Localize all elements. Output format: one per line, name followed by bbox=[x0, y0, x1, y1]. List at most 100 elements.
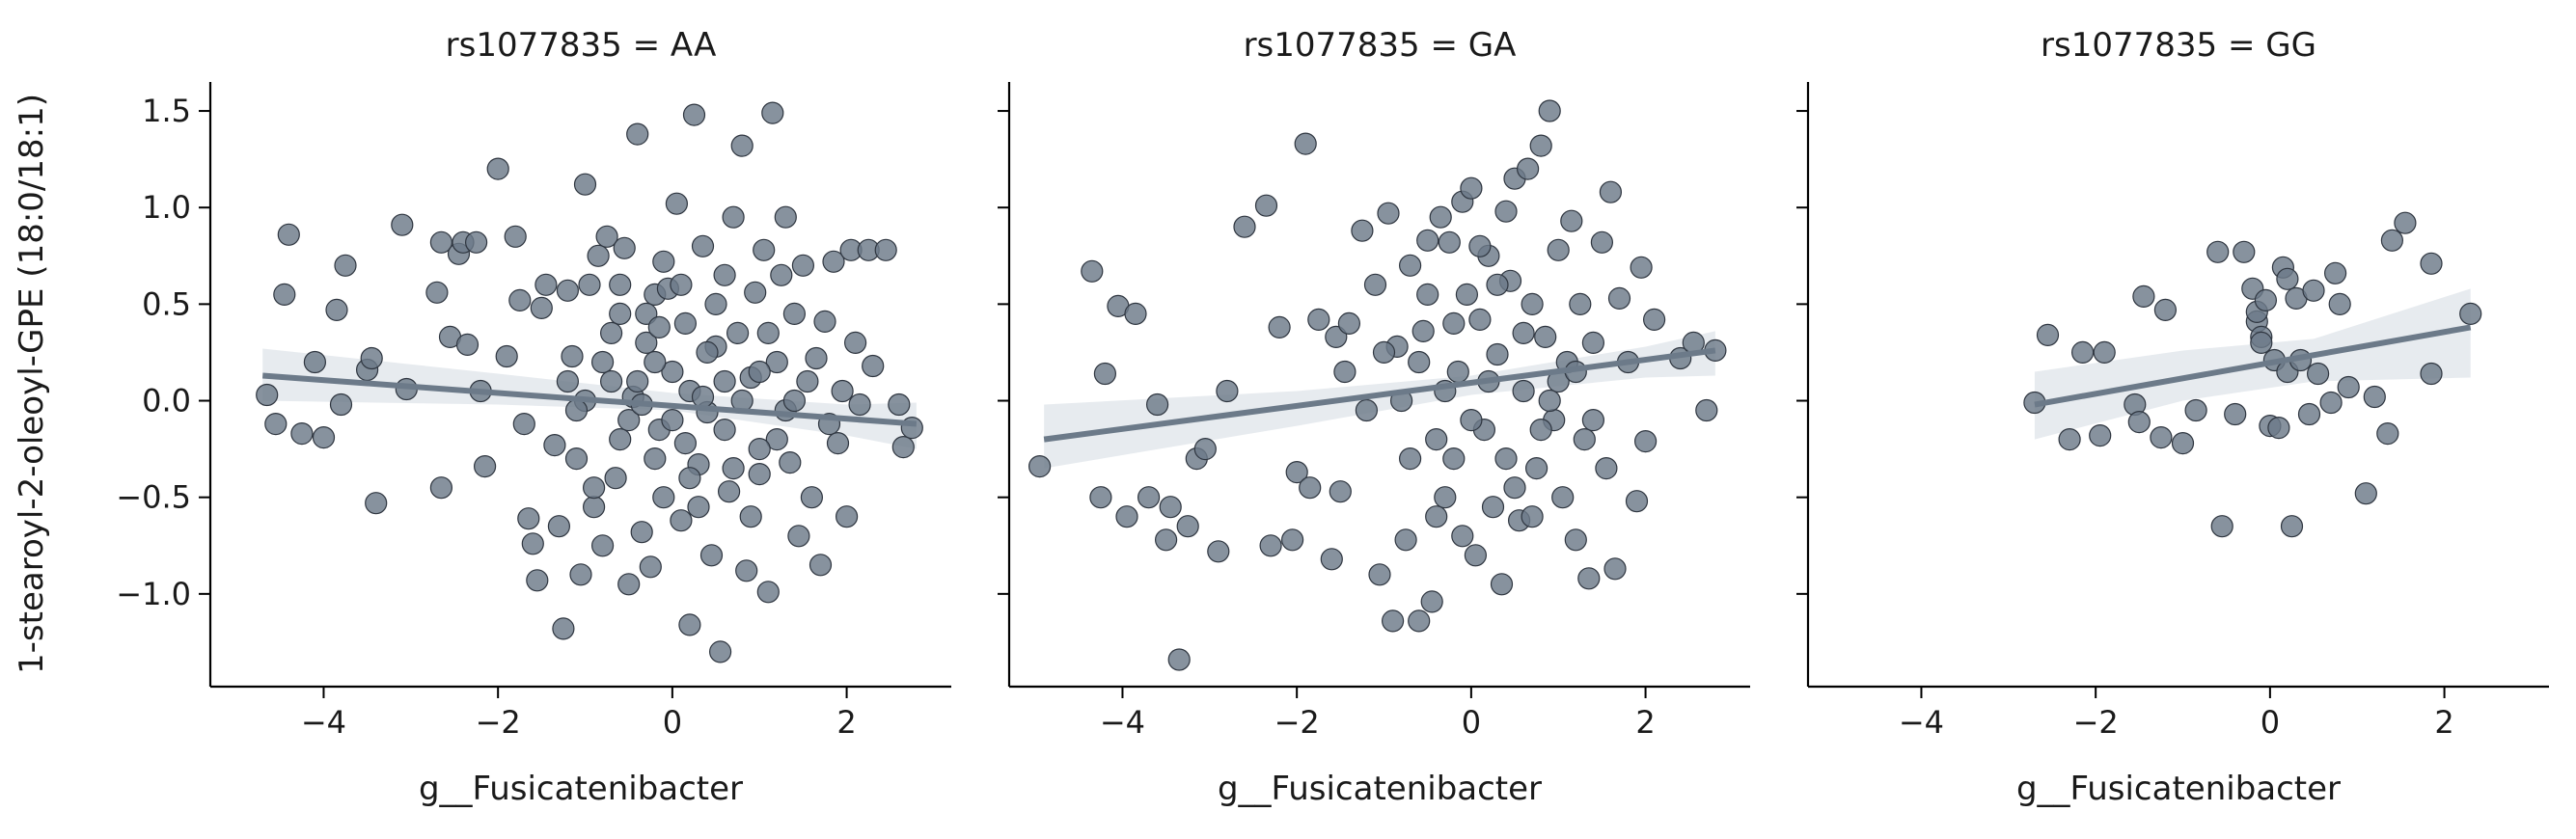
scatter-point bbox=[822, 250, 845, 273]
scatter-point bbox=[1516, 157, 1540, 180]
scatter-point bbox=[678, 467, 701, 490]
facet-panel-1: rs1077835 = AA −4 −2 0 2 −1.0 −0.5 0.0 0.5 1.0 1.5… bbox=[116, 26, 951, 808]
scatter-point bbox=[748, 360, 771, 384]
scatter-point bbox=[708, 640, 732, 663]
scatter-point bbox=[722, 457, 745, 480]
scatter-point bbox=[722, 205, 745, 229]
scatter-point bbox=[455, 333, 480, 356]
scatter-point bbox=[805, 346, 828, 370]
scatter-point bbox=[1216, 379, 1239, 403]
scatter-point bbox=[673, 311, 698, 335]
scatter-point bbox=[465, 230, 488, 254]
scatter-point bbox=[2153, 298, 2177, 321]
scatter-point bbox=[1398, 447, 1422, 471]
panel-title: rs1077835 = AA bbox=[446, 26, 717, 65]
scatter-point bbox=[630, 521, 653, 544]
scatter-point bbox=[1577, 567, 1601, 590]
y-axis-label-group: 1-stearoyl-2-oleoyl-GPE (18:0/18:1) bbox=[13, 94, 51, 674]
scatter-point bbox=[329, 392, 353, 417]
scatter-point bbox=[739, 505, 762, 528]
scatter-point bbox=[761, 101, 784, 124]
scatter-point bbox=[1320, 548, 1343, 571]
scatter-point bbox=[2036, 323, 2060, 346]
scatter-point bbox=[1569, 292, 1592, 315]
scatter-point bbox=[748, 438, 771, 461]
scatter-point bbox=[813, 310, 836, 333]
scatter-point bbox=[2354, 482, 2377, 505]
scatter-point bbox=[595, 225, 618, 248]
y-tick-label: 1.0 bbox=[142, 189, 191, 226]
scatter-point bbox=[303, 350, 326, 374]
scatter-point bbox=[874, 238, 897, 261]
y-tick-label: 1.5 bbox=[142, 93, 191, 129]
scatter-point bbox=[1524, 457, 1548, 480]
scatter-point bbox=[1372, 340, 1396, 364]
scatter-point bbox=[1408, 350, 1431, 374]
scatter-point bbox=[1607, 286, 1631, 310]
confidence-band bbox=[1044, 331, 1715, 469]
scatter-point bbox=[1254, 194, 1278, 217]
scatter-point bbox=[1333, 360, 1357, 384]
scatter-point bbox=[1285, 461, 1308, 484]
scatter-point bbox=[1642, 308, 1666, 331]
scatter-point bbox=[1573, 428, 1596, 451]
scatter-point bbox=[1159, 496, 1182, 519]
scatter-point bbox=[590, 350, 615, 374]
scatter-point bbox=[1512, 321, 1535, 344]
scatter-point bbox=[730, 134, 754, 157]
facet-panel-3: rs1077835 = GG −4 −2 0 2 g__Fusicatenibacter bbox=[1796, 26, 2549, 808]
scatter-point bbox=[1280, 528, 1304, 552]
scatter-point bbox=[735, 559, 758, 582]
scatter-point bbox=[1442, 447, 1466, 471]
scatter-point bbox=[277, 223, 300, 246]
x-axis-label: g__Fusicatenibacter bbox=[1218, 770, 1542, 808]
scatter-point bbox=[264, 413, 288, 436]
scatter-point bbox=[2280, 515, 2304, 538]
scatter-points bbox=[256, 101, 923, 663]
scatter-point bbox=[652, 250, 675, 273]
scatter-point bbox=[534, 273, 558, 296]
scatter-point bbox=[704, 292, 727, 315]
scatter-point bbox=[1442, 311, 1466, 335]
scatter-point bbox=[787, 525, 810, 548]
scatter-point bbox=[1564, 528, 1587, 552]
x-tick-label: −4 bbox=[301, 704, 346, 741]
scatter-point bbox=[691, 234, 715, 257]
scatter-point bbox=[556, 279, 580, 302]
scatter-point bbox=[831, 379, 854, 403]
scatter-point bbox=[1408, 609, 1431, 633]
scatter-point bbox=[678, 613, 701, 636]
scatter-point bbox=[1503, 476, 1526, 500]
scatter-point bbox=[1438, 230, 1461, 254]
scatter-point bbox=[2302, 279, 2325, 302]
scatter-point bbox=[1464, 544, 1488, 567]
scatter-point bbox=[782, 389, 807, 413]
scatter-point bbox=[1381, 609, 1405, 633]
scatter-point bbox=[1590, 230, 1614, 254]
y-tick-label: −1.0 bbox=[116, 576, 191, 612]
scatter-point bbox=[756, 581, 780, 604]
y-tick-label: 0.0 bbox=[142, 383, 191, 420]
scatter-point bbox=[1089, 486, 1112, 509]
scatter-point bbox=[800, 486, 824, 509]
scatter-point bbox=[2224, 402, 2247, 426]
scatter-point bbox=[1434, 486, 1457, 509]
scatter-point bbox=[1268, 315, 1291, 338]
scatter-point bbox=[626, 369, 649, 393]
scatter-point bbox=[609, 302, 632, 325]
scatter-point bbox=[1446, 360, 1469, 384]
scatter-point bbox=[1193, 438, 1217, 461]
scatter-point bbox=[1398, 254, 1422, 277]
scatter-point bbox=[2307, 362, 2330, 386]
scatter-point bbox=[862, 354, 885, 378]
scatter-point bbox=[2058, 428, 2081, 451]
scatter-point bbox=[561, 344, 584, 368]
scatter-point bbox=[782, 302, 807, 325]
scatter-point bbox=[1377, 202, 1400, 225]
scatter-point bbox=[2394, 211, 2417, 234]
scatter-point bbox=[1294, 132, 1317, 155]
x-tick-label: −2 bbox=[2073, 704, 2119, 741]
scatter-point bbox=[504, 225, 527, 248]
scatter-point bbox=[826, 432, 850, 455]
scatter-point bbox=[312, 426, 336, 449]
